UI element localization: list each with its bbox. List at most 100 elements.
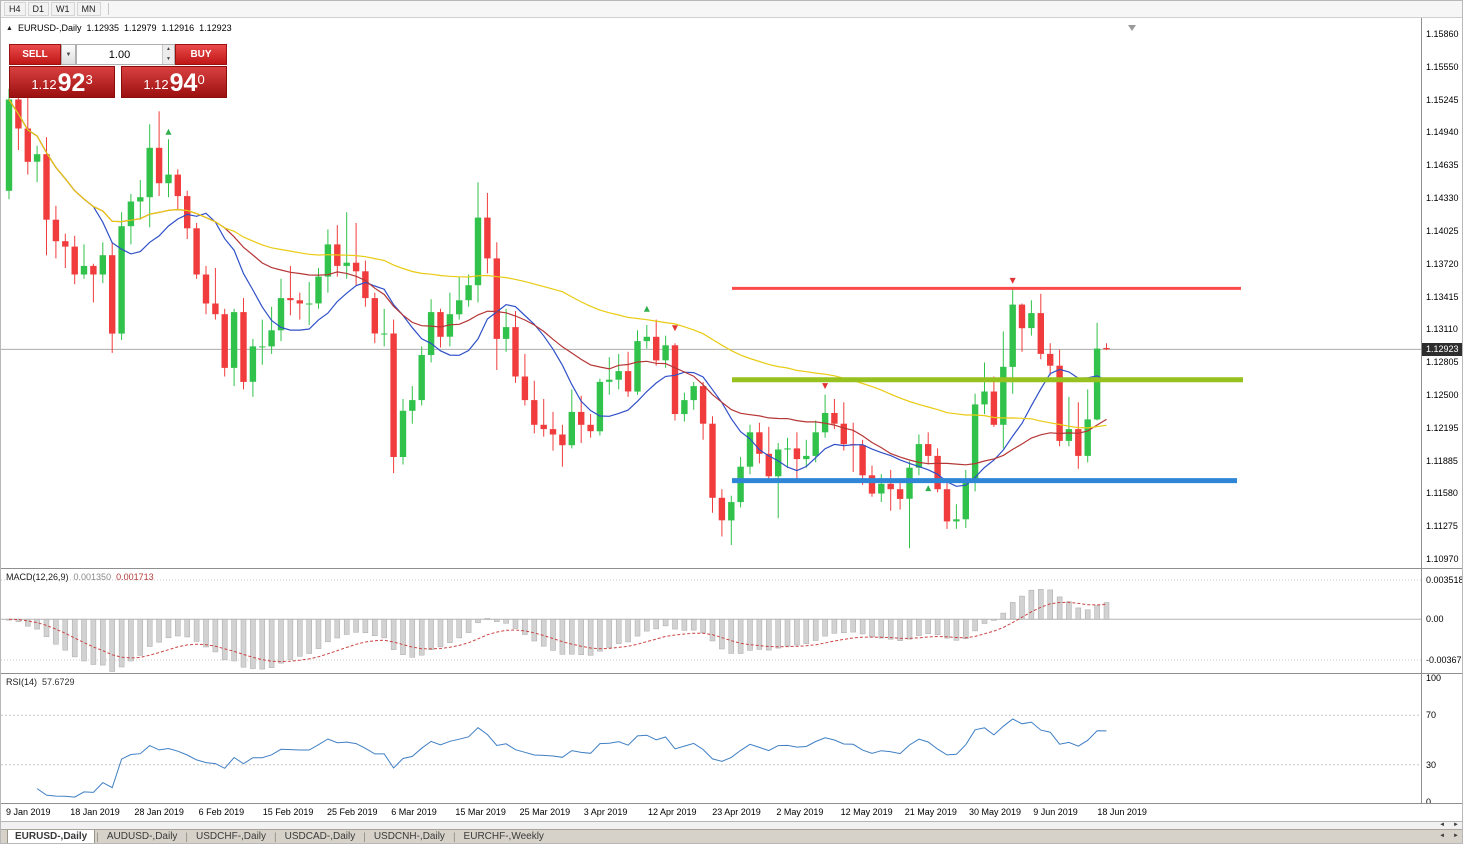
candle-body <box>5 99 13 191</box>
candle-body <box>512 327 519 377</box>
candle-body <box>249 346 257 382</box>
tab-audusd-daily[interactable]: AUDUSD-,Daily <box>106 831 178 842</box>
macd-bar <box>850 618 856 633</box>
sell-price-display[interactable]: 1.12 92 3 <box>9 66 115 98</box>
date-axis-label: 21 May 2019 <box>904 807 957 817</box>
macd-bar <box>878 618 885 639</box>
macd-bar <box>653 618 659 630</box>
macd-bar <box>606 618 613 648</box>
candle-body <box>615 371 622 380</box>
sell-button[interactable]: SELL <box>9 44 61 65</box>
candle-body <box>549 429 557 435</box>
macd-bar <box>156 618 162 643</box>
macd-bar <box>268 618 275 668</box>
macd-bar <box>34 618 40 630</box>
candle-body <box>803 455 810 460</box>
trade-marker-up <box>643 305 650 312</box>
volume-down-button[interactable]: ▼ <box>163 54 174 64</box>
order-type-dropdown[interactable]: ▼ <box>61 44 76 65</box>
volume-input[interactable] <box>77 45 174 64</box>
timeframe-button-h4[interactable]: H4 <box>4 2 26 16</box>
date-axis-label: 18 Jan 2019 <box>70 807 120 817</box>
date-axis-label: 9 Jan 2019 <box>6 807 51 817</box>
price-chart-canvas[interactable] <box>1 18 1421 568</box>
scroll-left-icon[interactable]: ◄ <box>1439 822 1446 828</box>
chart-shift-marker-icon[interactable] <box>1128 25 1136 31</box>
macd-bar <box>137 618 144 656</box>
macd-bar <box>465 618 472 633</box>
candle-body <box>887 483 894 490</box>
volume-up-button[interactable]: ▲ <box>163 45 174 55</box>
date-axis-label: 12 May 2019 <box>840 807 893 817</box>
macd-bar <box>221 618 228 661</box>
macd-bar <box>578 618 584 655</box>
tab-usdchf-daily[interactable]: USDCHF-,Daily <box>196 831 267 842</box>
trade-marker-up <box>925 485 932 492</box>
tabs-scroll-right-icon[interactable]: ► <box>1453 833 1459 839</box>
macd-bar <box>81 618 87 662</box>
candle-body <box>52 219 60 242</box>
macd-bar <box>569 618 575 655</box>
macd-bar <box>531 618 538 642</box>
macd-bar <box>540 618 547 647</box>
macd-bar <box>231 618 237 662</box>
candle-body <box>915 444 923 468</box>
ohlc-high: 1.12979 <box>124 23 157 33</box>
candle-body <box>427 312 435 355</box>
candle-body <box>118 226 125 334</box>
candle-body <box>812 432 819 456</box>
macd-histogram <box>6 589 1110 672</box>
macd-signal-line <box>8 601 1107 663</box>
macd-bar <box>325 618 331 643</box>
candles-group <box>5 78 1110 549</box>
tabs-scroll-left-icon[interactable]: ◄ <box>1439 833 1446 839</box>
tab-separator: | <box>185 832 189 843</box>
candle-body <box>362 271 369 299</box>
rsi-canvas[interactable] <box>1 674 1421 804</box>
buy-price-display[interactable]: 1.12 94 0 <box>121 66 227 98</box>
candle-body <box>756 432 763 454</box>
candle-body <box>146 147 153 198</box>
candle-body <box>634 341 641 392</box>
candle-body <box>934 455 941 490</box>
ohlc-open: 1.12935 <box>86 23 119 33</box>
macd-bar <box>1103 602 1110 620</box>
candle-body <box>531 400 538 425</box>
candle-body <box>962 482 969 520</box>
price-axis-label: 1.11275 <box>1426 521 1458 532</box>
candle-body <box>653 336 660 361</box>
tab-eurusd-daily[interactable]: EURUSD-,Daily <box>7 830 96 843</box>
macd-bar <box>690 618 697 631</box>
rsi-axis-label: 0 <box>1426 797 1432 807</box>
tab-usdcnh-daily[interactable]: USDCNH-,Daily <box>373 831 445 842</box>
macd-bar <box>184 618 190 638</box>
macd-bar <box>25 618 31 627</box>
timeframe-button-w1[interactable]: W1 <box>51 2 75 16</box>
tab-eurchf-weekly[interactable]: EURCHF-,Weekly <box>463 831 544 842</box>
volume-spinners: ▲ ▼ <box>162 45 174 64</box>
scroll-right-icon[interactable]: ► <box>1453 822 1459 828</box>
horizontal-scrollbar[interactable]: ◄ ► <box>1 821 1462 829</box>
price-axis-label: 1.10970 <box>1426 554 1459 564</box>
macd-bar <box>165 618 172 639</box>
timeframe-button-d1[interactable]: D1 <box>27 2 50 16</box>
candle-body <box>296 300 303 304</box>
candle-body <box>1093 348 1101 420</box>
macd-bar <box>1000 612 1007 620</box>
candle-body <box>127 201 135 227</box>
macd-bar <box>240 618 247 668</box>
tab-usdcad-daily[interactable]: USDCAD-,Daily <box>284 831 356 842</box>
buy-button[interactable]: BUY <box>175 44 227 65</box>
macd-canvas[interactable] <box>1 569 1421 674</box>
candle-body <box>1084 419 1091 456</box>
buy-price-prefix: 1.12 <box>143 77 169 92</box>
macd-bar <box>100 618 106 666</box>
macd-bar <box>372 618 378 636</box>
one-click-trading-toggle-icon[interactable]: ▲ <box>6 24 13 32</box>
rsi-panel: RSI(14) 57.6729 100 70 30 0 <box>1 673 1462 807</box>
timeframe-button-mn[interactable]: MN <box>76 2 101 16</box>
candle-body <box>390 333 397 457</box>
candle-body <box>643 336 650 342</box>
macd-bar <box>887 618 894 640</box>
macd-axis: 0.003518 0.00 -0.00367 <box>1421 569 1462 673</box>
